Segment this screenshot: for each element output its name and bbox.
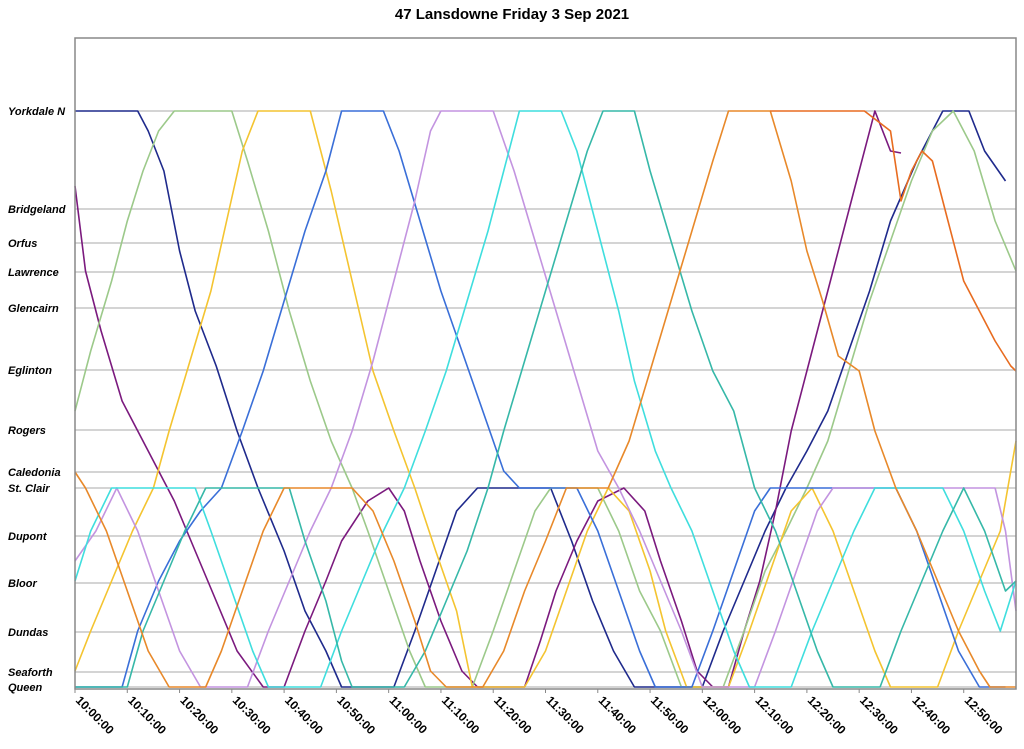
x-tick-label: 11:40:00 xyxy=(596,693,640,737)
x-tick-label: 11:00:00 xyxy=(387,693,431,737)
stop-label: Dupont xyxy=(8,531,48,543)
x-tick-label: 11:30:00 xyxy=(543,693,587,737)
stop-label: Orfus xyxy=(8,238,37,250)
x-tick-label: 12:00:00 xyxy=(700,693,744,737)
series-line-2 xyxy=(74,110,1017,688)
x-tick-label: 12:10:00 xyxy=(752,693,796,737)
series-line-1 xyxy=(74,110,902,688)
x-tick-label: 11:50:00 xyxy=(648,693,692,737)
chart-title: 47 Lansdowne Friday 3 Sep 2021 xyxy=(394,6,630,23)
x-tick-label: 12:40:00 xyxy=(909,693,953,737)
series-line-3 xyxy=(74,110,1017,688)
x-tick-label: 10:50:00 xyxy=(334,693,378,737)
series-line-8 xyxy=(74,110,1016,688)
stop-label: Bloor xyxy=(8,578,37,590)
x-tick-label: 12:20:00 xyxy=(805,693,849,737)
x-tick-label: 10:00:00 xyxy=(73,693,117,737)
x-tick-label: 12:50:00 xyxy=(962,693,1006,737)
stop-label: St. Clair xyxy=(8,483,50,495)
series-lines xyxy=(74,110,1017,688)
series-line-6 xyxy=(74,110,1017,688)
series-line-9 xyxy=(770,110,1017,372)
stop-label: Lawrence xyxy=(8,267,59,279)
stop-label: Rogers xyxy=(8,425,46,437)
series-line-0 xyxy=(75,110,1007,688)
plot-area-frame xyxy=(74,37,1017,690)
stop-labels: Yorkdale N Bridgeland Orfus Lawrence Glencai… xyxy=(8,106,66,694)
x-tick-label: 12:30:00 xyxy=(857,693,901,737)
stop-label: Bridgeland xyxy=(8,204,66,216)
time-labels: 10:00:00 10:10:00 10:20:00 10:30:00 10:40:00… xyxy=(73,689,1006,737)
stop-label: Seaforth xyxy=(8,667,53,679)
stop-label: Caledonia xyxy=(8,467,61,479)
stop-label: Dundas xyxy=(8,627,48,639)
x-tick-label: 10:10:00 xyxy=(125,693,169,737)
series-line-7 xyxy=(75,110,1017,688)
x-tick-label: 10:30:00 xyxy=(230,693,274,737)
stop-label: Yorkdale N xyxy=(8,106,66,118)
x-tick-label: 10:40:00 xyxy=(282,693,326,737)
stop-label: Queen xyxy=(8,682,43,694)
stop-label: Glencairn xyxy=(8,303,59,315)
x-tick-label: 11:20:00 xyxy=(491,693,535,737)
stop-label: Eglinton xyxy=(8,365,52,377)
x-tick-label: 10:20:00 xyxy=(177,693,221,737)
x-tick-label: 11:10:00 xyxy=(439,693,483,737)
